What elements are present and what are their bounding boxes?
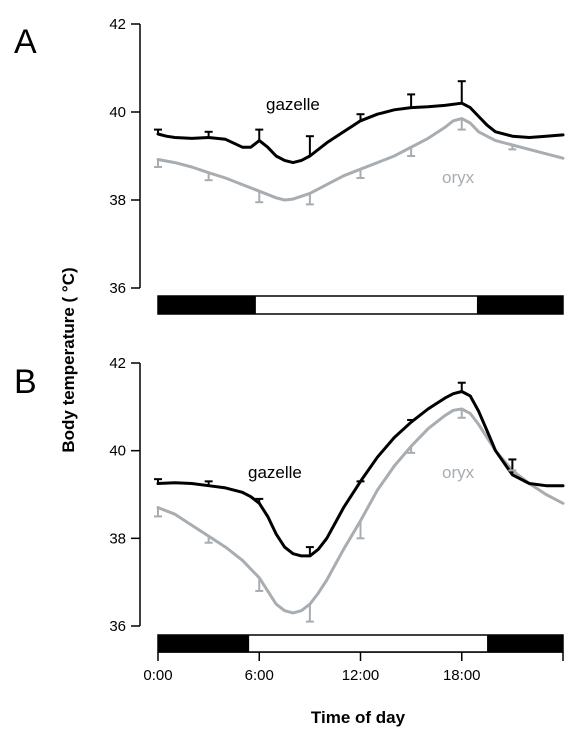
- panel-a-y-tick-label: 36: [109, 280, 126, 297]
- panel-a-letter: A: [14, 23, 37, 61]
- y-axis-title: Body temperature ( °C): [59, 267, 78, 452]
- panel-b-y-tick-label: 42: [109, 355, 126, 372]
- panel-b-oryx-label: oryx: [442, 463, 475, 482]
- x-axis-title: Time of day: [311, 708, 406, 727]
- panel-b-gazelle-line: [156, 390, 565, 558]
- panel-a-y-tick-label: 40: [109, 104, 126, 121]
- panel-b-y-tick-label: 40: [109, 443, 126, 460]
- panel-b-x-tick-label: 12:00: [342, 667, 380, 684]
- panel-b-letter: B: [14, 363, 37, 401]
- panel-a-oryx-line: [156, 117, 565, 202]
- panel-b-night-bars: [157, 634, 564, 653]
- panel-a-night-bar: [158, 296, 256, 314]
- panel-b-x-tick-label: 18:00: [443, 667, 481, 684]
- panel-b-y-tick-label: 38: [109, 530, 126, 547]
- panel-a-gazelle-label: gazelle: [266, 95, 320, 114]
- panel-a-oryx-label: oryx: [442, 168, 475, 187]
- panel-b-gazelle-label: gazelle: [248, 463, 302, 482]
- panel-a-axes: 36 38 40 42: [109, 16, 141, 297]
- panel-a-y-tick-label: 42: [109, 16, 126, 33]
- panel-a-night-bar: [476, 296, 563, 314]
- panel-b-night-bar: [158, 635, 250, 652]
- panel-a-error-bars: [154, 80, 517, 206]
- panel-b-series: [156, 390, 565, 615]
- panel-a-gazelle-line: [156, 101, 565, 165]
- panel-b-oryx-line: [156, 407, 565, 615]
- panel-b-y-tick-label: 36: [109, 618, 126, 635]
- panel-b-night-bar: [487, 635, 563, 652]
- panel-b-error-bars: [154, 381, 517, 623]
- panel-b-x-tick-label: 6:00: [245, 667, 274, 684]
- panel-a: A 36 38 40 42 gazelle oryx: [14, 16, 565, 315]
- panel-b-x-tick-label: 0:00: [143, 667, 172, 684]
- panel-b: B 36 38 40 42 0:00 6:00 12:00 18:00 gazelle ory…: [14, 355, 565, 684]
- panel-a-y-tick-label: 38: [109, 192, 126, 209]
- panel-a-night-bars: [157, 295, 564, 315]
- panel-a-series: [156, 101, 565, 202]
